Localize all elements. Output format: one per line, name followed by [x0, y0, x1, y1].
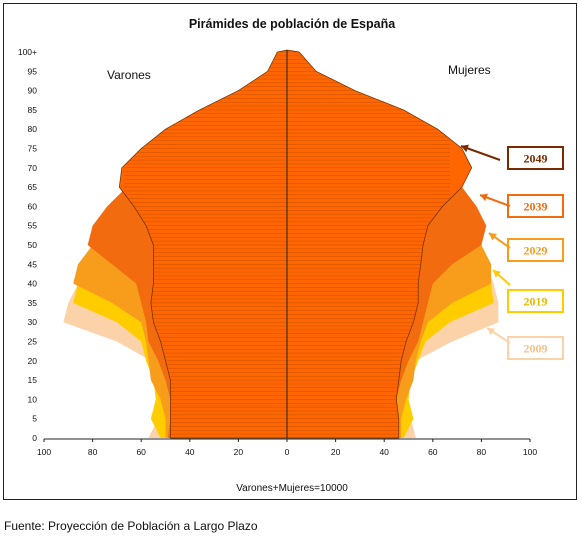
- x-tick-label: 60: [136, 447, 146, 457]
- y-tick-label: 70: [28, 163, 38, 173]
- x-tick-label: 20: [331, 447, 341, 457]
- y-tick-label: 5: [32, 414, 37, 424]
- y-tick-label: 10: [28, 394, 38, 404]
- y-tick-label: 85: [28, 105, 38, 115]
- y-tick-label: 35: [28, 298, 38, 308]
- x-tick-label: 100: [523, 447, 537, 457]
- legend-item-2009: 2009: [486, 327, 564, 360]
- axis-layer: 100 80 60 40 20 0 20 40 60 80 10005101520253035404…: [18, 47, 538, 457]
- y-tick-label: 80: [28, 124, 38, 134]
- x-tick-label: 0: [285, 447, 290, 457]
- y-tick-label: 95: [28, 66, 38, 76]
- legend-arrowhead: [489, 233, 498, 241]
- y-tick-label: 50: [28, 240, 38, 250]
- left-label: Varones: [107, 68, 151, 82]
- right-label: Mujeres: [448, 63, 491, 77]
- x-tick-label: 80: [88, 447, 98, 457]
- legend-box: [507, 146, 564, 170]
- legend-label: 2049: [524, 152, 548, 166]
- y-tick-label: 55: [28, 221, 38, 231]
- legend-item-2019: 2019: [492, 269, 564, 313]
- legend-arrowhead: [480, 193, 488, 202]
- pyramid-chart: Pirámides de población de España Varones…: [18, 17, 564, 494]
- chart-title: Pirámides de población de España: [189, 17, 396, 31]
- y-tick-label: 40: [28, 279, 38, 289]
- legend-box: [507, 238, 564, 262]
- legend-box: [507, 336, 564, 360]
- x-tick-label: 100: [37, 447, 51, 457]
- source-note: Fuente: Proyección de Población a Largo …: [4, 519, 258, 533]
- legend-arrowhead: [493, 270, 501, 278]
- x-axis-label: Varones+Mujeres=10000: [236, 483, 348, 494]
- legend-box: [507, 289, 564, 313]
- legend-label: 2019: [524, 295, 548, 309]
- y-tick-label: 25: [28, 337, 38, 347]
- legend-label: 2039: [524, 200, 548, 214]
- y-tick-label: 60: [28, 201, 38, 211]
- y-tick-label: 0: [32, 433, 37, 443]
- legend-item-2049: 2049: [460, 144, 564, 170]
- x-tick-label: 60: [428, 447, 438, 457]
- legend-item-2029: 2029: [488, 232, 564, 262]
- legend-layer: 2049 2039 2029 2019 2009: [460, 144, 564, 360]
- x-tick-label: 40: [379, 447, 389, 457]
- y-tick-label: 30: [28, 317, 38, 327]
- y-tick-label: 90: [28, 86, 38, 96]
- y-tick-label: 100+: [18, 47, 37, 57]
- y-tick-label: 45: [28, 259, 38, 269]
- legend-label: 2009: [524, 342, 548, 356]
- x-tick-label: 80: [477, 447, 487, 457]
- series-layer: [63, 49, 499, 439]
- y-tick-label: 20: [28, 356, 38, 366]
- x-tick-label: 40: [185, 447, 195, 457]
- legend-item-2039: 2039: [479, 193, 564, 218]
- legend-label: 2029: [524, 244, 548, 258]
- y-tick-label: 15: [28, 375, 38, 385]
- y-tick-label: 75: [28, 144, 38, 154]
- legend-arrowhead: [461, 144, 469, 153]
- pyramid-2049: [119, 50, 472, 438]
- y-tick-label: 65: [28, 182, 38, 192]
- legend-arrowhead: [487, 328, 496, 336]
- x-tick-label: 20: [234, 447, 244, 457]
